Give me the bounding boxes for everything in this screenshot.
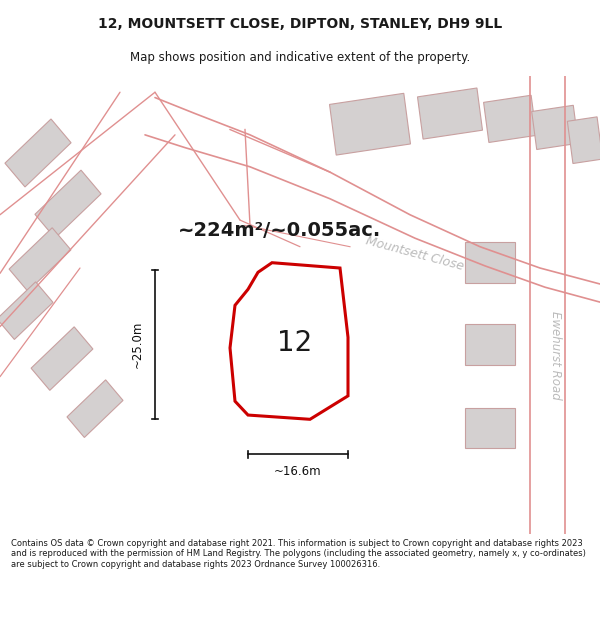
Text: 12: 12 [277, 329, 313, 357]
Text: ~25.0m: ~25.0m [131, 321, 143, 368]
Polygon shape [230, 262, 348, 419]
Polygon shape [31, 327, 93, 391]
Polygon shape [5, 119, 71, 187]
Polygon shape [329, 93, 410, 155]
Polygon shape [465, 408, 515, 448]
Polygon shape [532, 105, 578, 149]
Polygon shape [9, 228, 71, 291]
Polygon shape [67, 380, 123, 438]
Polygon shape [0, 282, 53, 339]
Polygon shape [484, 95, 536, 142]
Polygon shape [568, 117, 600, 164]
Polygon shape [465, 324, 515, 365]
Polygon shape [35, 170, 101, 238]
Polygon shape [418, 88, 482, 139]
Text: 12, MOUNTSETT CLOSE, DIPTON, STANLEY, DH9 9LL: 12, MOUNTSETT CLOSE, DIPTON, STANLEY, DH… [98, 18, 502, 31]
Text: Ewehurst Road: Ewehurst Road [548, 311, 562, 400]
Text: Mountsett Close: Mountsett Close [364, 235, 466, 274]
Text: Map shows position and indicative extent of the property.: Map shows position and indicative extent… [130, 51, 470, 64]
Polygon shape [465, 242, 515, 283]
Text: ~224m²/~0.055ac.: ~224m²/~0.055ac. [178, 221, 381, 240]
Text: Contains OS data © Crown copyright and database right 2021. This information is : Contains OS data © Crown copyright and d… [11, 539, 586, 569]
Text: ~16.6m: ~16.6m [274, 465, 322, 478]
